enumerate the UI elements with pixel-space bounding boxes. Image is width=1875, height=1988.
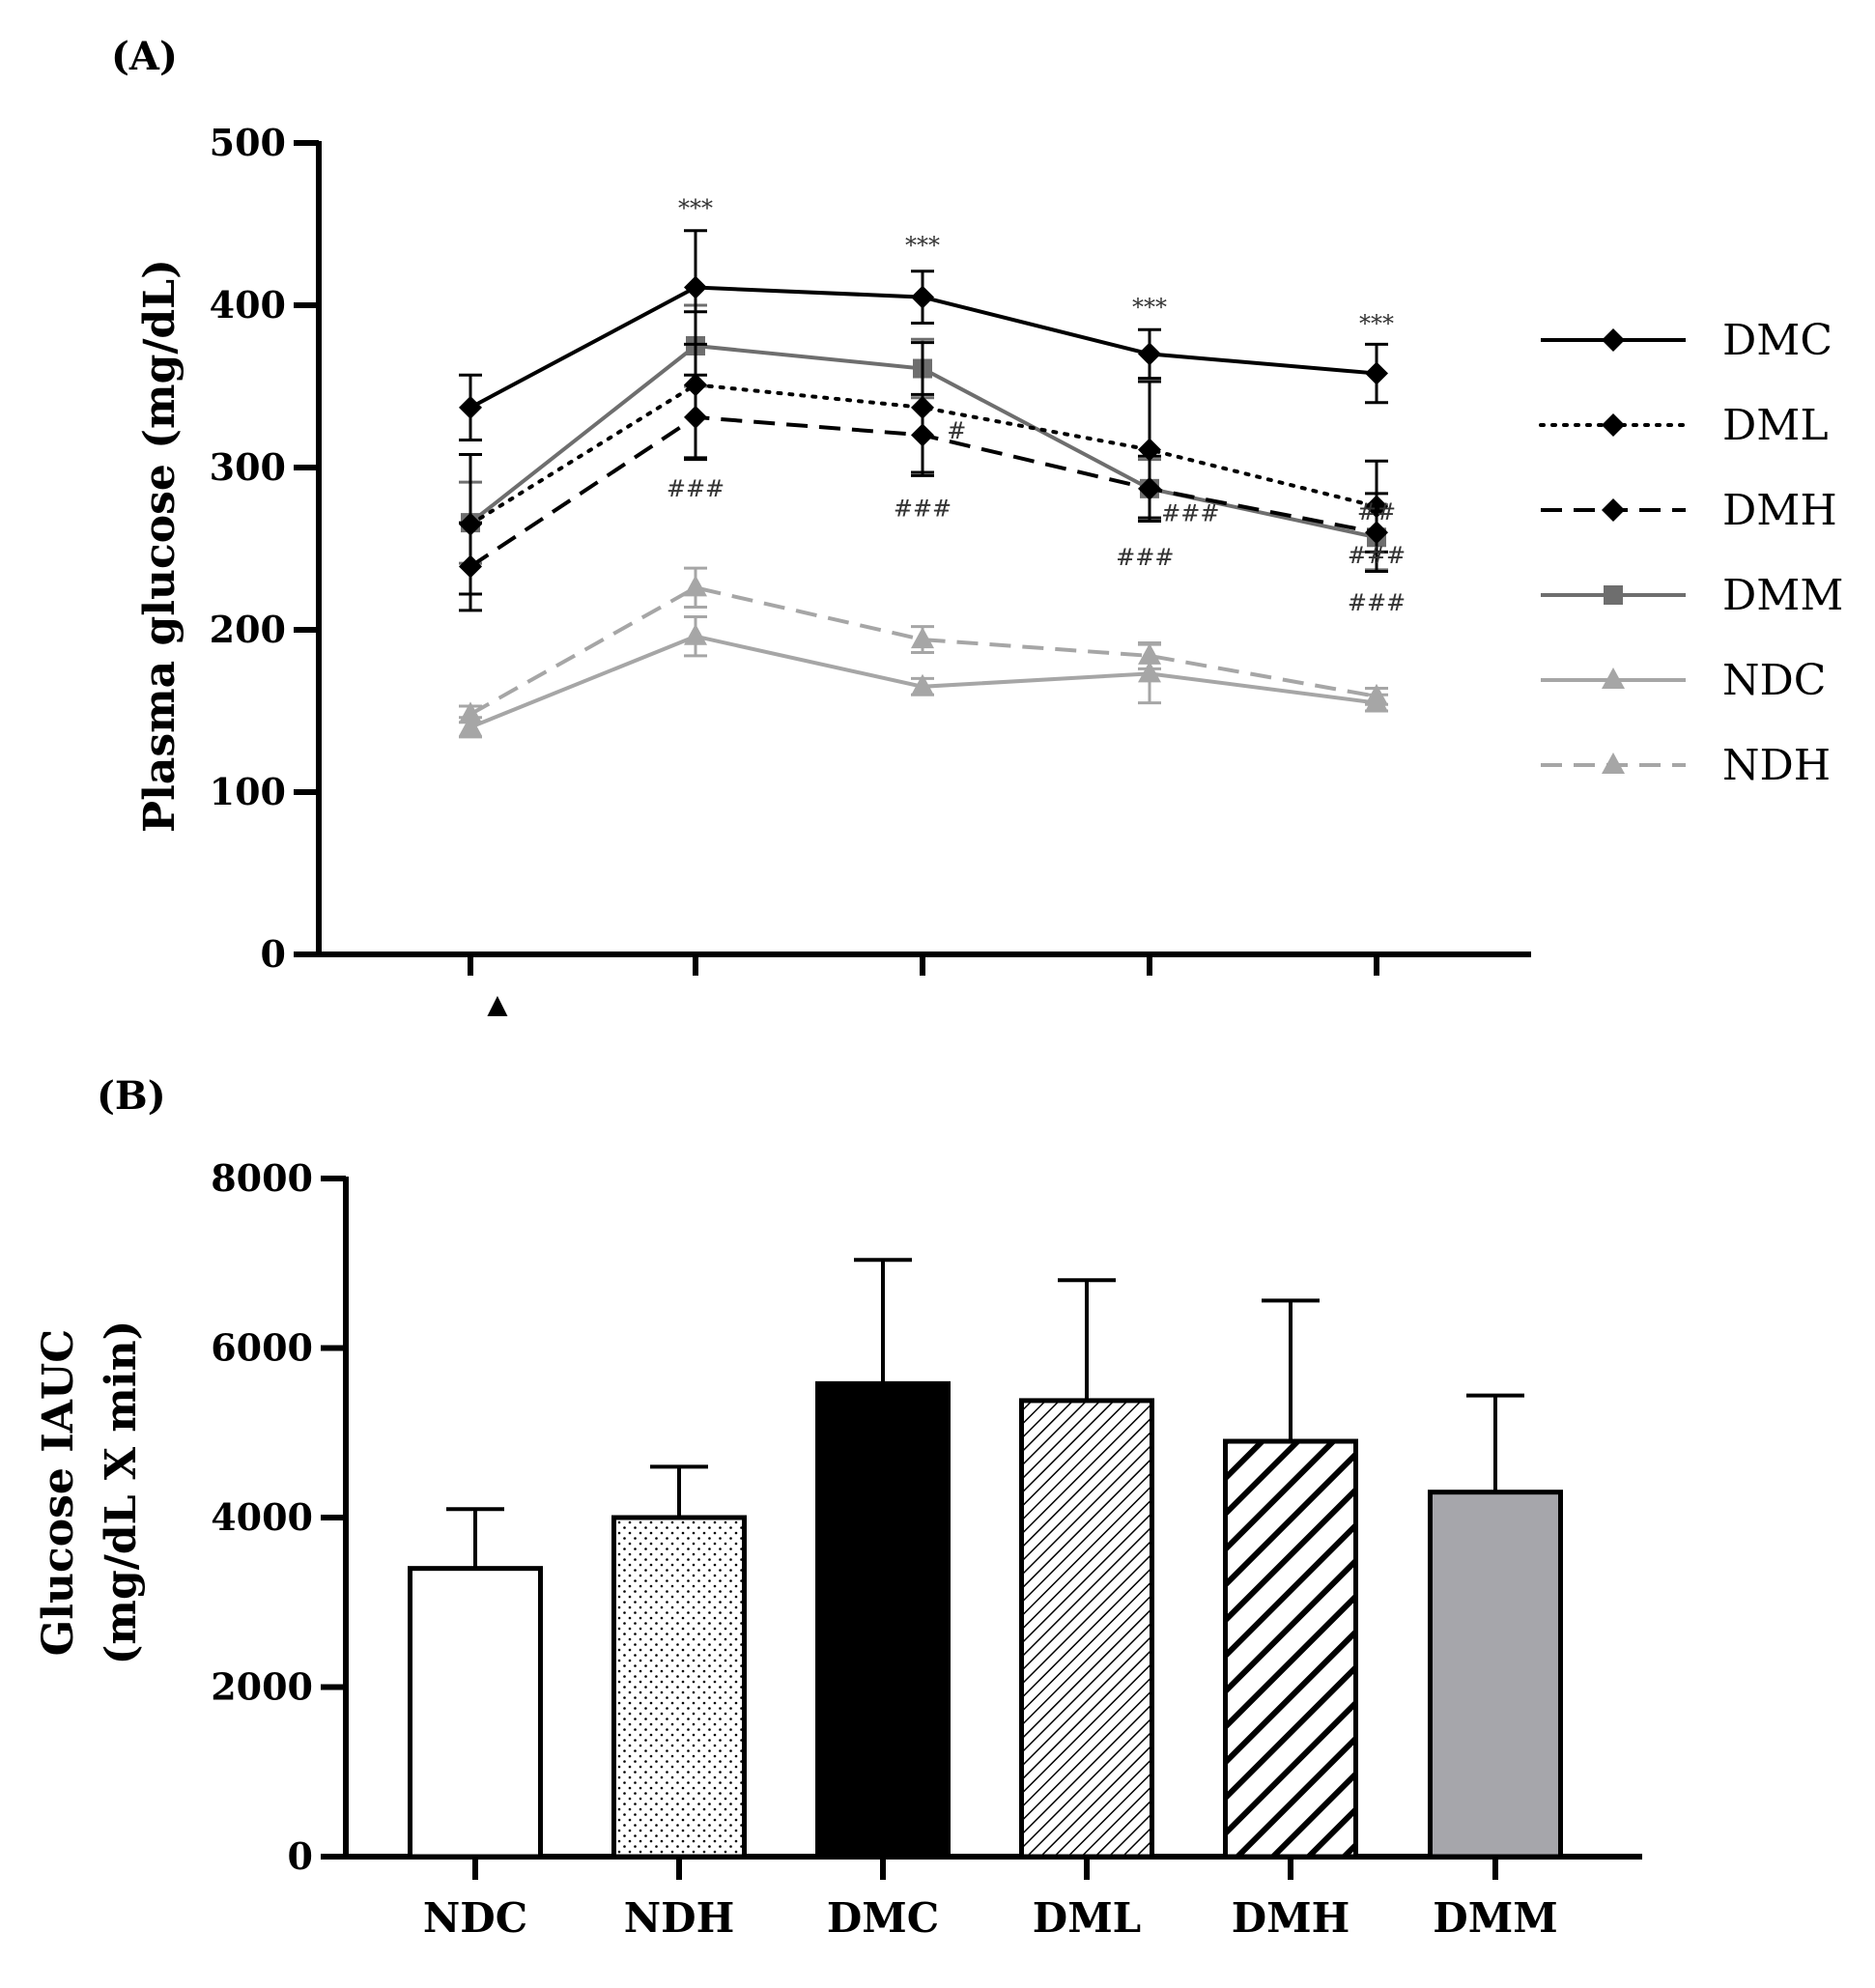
legend-marker [1602, 753, 1625, 774]
significance-annotation: # [947, 417, 966, 444]
legend-item-ndc: NDC [1541, 656, 1826, 705]
panel-a-y-tick-label: 500 [210, 121, 286, 164]
category-label: NDH [624, 1894, 735, 1942]
significance-annotation: *** [1359, 310, 1394, 337]
series-ndh [459, 566, 1388, 724]
data-point-ndc [1138, 661, 1161, 683]
data-point-ndc [911, 673, 934, 696]
category-label: DMH [1232, 1894, 1350, 1942]
category-label: NDC [423, 1894, 527, 1942]
significance-annotation: ## [1357, 498, 1396, 525]
panel-a-y-ticks: 0 100 200 300 400 500 [210, 121, 319, 976]
panel-a-axes [316, 141, 1531, 976]
significance-annotation: *** [905, 232, 940, 259]
panel-a-annotations: ************##################### [667, 195, 1406, 616]
legend-label: DMC [1722, 316, 1832, 365]
panel-a-y-tick-label: 400 [210, 283, 286, 327]
data-point-dmc [684, 275, 707, 299]
series-dml [459, 310, 1388, 596]
data-point-ndc [459, 714, 482, 736]
panel-b-y-axis-label-units: (mg/dL X min) [97, 1321, 146, 1665]
panel-b-y-ticks: 0 2000 4000 6000 8000 [211, 1156, 346, 1878]
panel-b-label: (B) [97, 1073, 166, 1119]
panel-b-y-tick-label: 8000 [211, 1156, 313, 1200]
legend-marker [1604, 585, 1623, 605]
panel-b-y-tick-label: 4000 [211, 1495, 313, 1539]
legend-label: NDC [1722, 656, 1826, 705]
significance-annotation: ### [1348, 542, 1406, 569]
bar-group-ndc: NDC [408, 1507, 543, 1942]
legend-marker [1602, 328, 1625, 352]
panel-a-series [459, 229, 1388, 739]
bar-group-dmm: DMM [1428, 1393, 1563, 1942]
category-label: DMC [827, 1894, 939, 1942]
legend-item-dmm: DMM [1541, 571, 1843, 620]
legend-item-dmh: DMH [1541, 486, 1837, 535]
panel-a-y-tick-label: 0 [261, 932, 286, 976]
data-point-ndh [911, 627, 934, 649]
significance-annotation: ### [894, 495, 952, 522]
panel-a-y-tick-label: 200 [210, 608, 286, 651]
panel-a-line-chart: (A) Plasma glucose (mg/dL) 0 100 200 300 400… [111, 34, 1843, 1024]
series-line-ndh [469, 585, 1378, 717]
data-point-dmc [1365, 361, 1388, 385]
panel-b-bar-chart: (B) Glucose IAUC (mg/dL X min) 0 2000 4000… [34, 1073, 1642, 1942]
data-point-dml [1365, 495, 1388, 519]
series-line-dml [469, 383, 1378, 526]
legend-item-dmc: DMC [1541, 316, 1832, 365]
bar-dml [1019, 1398, 1154, 1860]
legend-marker [1602, 667, 1625, 689]
data-point-dml [1138, 438, 1161, 462]
significance-annotation: *** [678, 195, 713, 222]
significance-annotation: ### [1348, 589, 1406, 616]
panel-b-y-tick-label: 6000 [211, 1326, 313, 1370]
legend-label: DML [1722, 401, 1829, 450]
series-ndc [459, 615, 1388, 739]
bar-dmh [1223, 1438, 1358, 1860]
significance-annotation: *** [1132, 294, 1167, 321]
injection-marker-icon: ▲ [480, 985, 515, 1024]
panel-a-y-tick-label: 100 [210, 770, 286, 813]
data-point-ndc [684, 623, 707, 645]
bar-dmm [1428, 1490, 1563, 1860]
data-point-dml [459, 512, 482, 536]
legend-marker [1602, 413, 1625, 437]
significance-annotation: ### [1161, 499, 1219, 526]
bar-ndh [611, 1515, 747, 1860]
bar-group-dml: DML [1019, 1278, 1154, 1942]
legend-item-dml: DML [1539, 401, 1829, 450]
data-point-ndc [1365, 690, 1388, 712]
category-label: DMM [1433, 1894, 1557, 1942]
data-point-dml [911, 395, 934, 419]
panel-a-y-axis-label: Plasma glucose (mg/dL) [135, 259, 185, 833]
bar-dmc [815, 1380, 951, 1860]
series-dmc [459, 229, 1388, 441]
panel-b-y-tick-label: 2000 [211, 1665, 313, 1709]
panel-a-legend: DMC DML DMH DMM NDC NDH [1539, 316, 1843, 790]
data-point-dmc [911, 285, 934, 309]
bar-ndc [408, 1566, 543, 1860]
data-point-dmc [459, 395, 482, 419]
legend-label: DMH [1722, 486, 1837, 535]
category-label: DML [1033, 1894, 1141, 1942]
significance-annotation: ### [1116, 544, 1174, 571]
panel-a-label: (A) [111, 34, 178, 79]
panel-b-bars: NDC NDH DMC DML DMH DMM [408, 1258, 1563, 1942]
data-point-dml [684, 373, 707, 397]
bar-group-dmh: DMH [1223, 1298, 1358, 1942]
panel-b-y-tick-label: 0 [288, 1834, 313, 1878]
bar-group-ndh: NDH [611, 1464, 747, 1942]
bar-group-dmc: DMC [815, 1258, 951, 1942]
legend-label: NDH [1722, 741, 1831, 790]
legend-marker [1602, 498, 1625, 522]
panel-b-y-axis-label: Glucose IAUC [34, 1329, 83, 1657]
legend-item-ndh: NDH [1541, 741, 1831, 790]
legend-label: DMM [1722, 571, 1843, 620]
panel-a-y-tick-label: 300 [210, 445, 286, 489]
data-point-dmc [1138, 342, 1161, 366]
data-point-ndh [684, 575, 707, 597]
significance-annotation: ### [667, 475, 724, 502]
